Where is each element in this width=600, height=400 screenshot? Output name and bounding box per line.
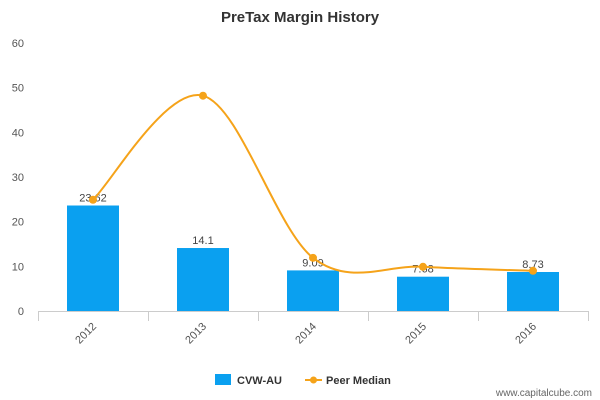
peer-median-point-2012 bbox=[89, 195, 97, 204]
y-tick-label: 40 bbox=[12, 127, 24, 139]
peer-median-point-2016 bbox=[529, 266, 537, 275]
bar-2015 bbox=[397, 276, 449, 311]
legend-bar-swatch bbox=[215, 374, 231, 385]
x-axis: 2012 2013 2014 2015 2016 bbox=[38, 311, 589, 346]
y-axis: 0 10 20 30 40 50 60 bbox=[12, 38, 24, 318]
legend-bar-label: CVW-AU bbox=[237, 375, 282, 387]
x-tick-label: 2016 bbox=[513, 321, 539, 347]
y-tick-label: 30 bbox=[12, 172, 24, 184]
y-tick-label: 50 bbox=[12, 83, 24, 95]
peer-median-point-2013 bbox=[199, 91, 207, 100]
bar-2012 bbox=[67, 205, 119, 311]
y-tick-label: 0 bbox=[18, 306, 24, 318]
bar-series bbox=[67, 205, 559, 311]
peer-median-point-2014 bbox=[309, 253, 317, 262]
x-tick-label: 2013 bbox=[183, 321, 209, 347]
y-tick-label: 60 bbox=[12, 38, 24, 50]
y-tick-label: 10 bbox=[12, 261, 24, 273]
credit-text: www.capitalcube.com bbox=[495, 388, 592, 399]
x-tick-label: 2015 bbox=[403, 321, 429, 347]
bar-2014 bbox=[287, 270, 339, 311]
bar-value-label: 14.1 bbox=[192, 235, 213, 247]
bar-2013 bbox=[177, 248, 229, 311]
x-tick-label: 2012 bbox=[73, 321, 99, 347]
x-tick-label: 2014 bbox=[293, 321, 319, 347]
legend-line-label: Peer Median bbox=[326, 375, 391, 387]
y-tick-label: 20 bbox=[12, 217, 24, 229]
bar-2016 bbox=[507, 272, 559, 311]
peer-median-line bbox=[92, 94, 534, 274]
line-series bbox=[89, 91, 537, 275]
legend-line-marker bbox=[310, 376, 317, 384]
chart-title: PreTax Margin History bbox=[221, 9, 380, 26]
peer-median-point-2015 bbox=[419, 262, 427, 271]
bar-value-label: 8.73 bbox=[522, 259, 543, 271]
bar-value-label: 9.09 bbox=[302, 257, 323, 269]
legend: CVW-AU Peer Median bbox=[215, 374, 391, 387]
bar-value-labels: 23.6214.19.097.688.73 bbox=[79, 192, 543, 275]
